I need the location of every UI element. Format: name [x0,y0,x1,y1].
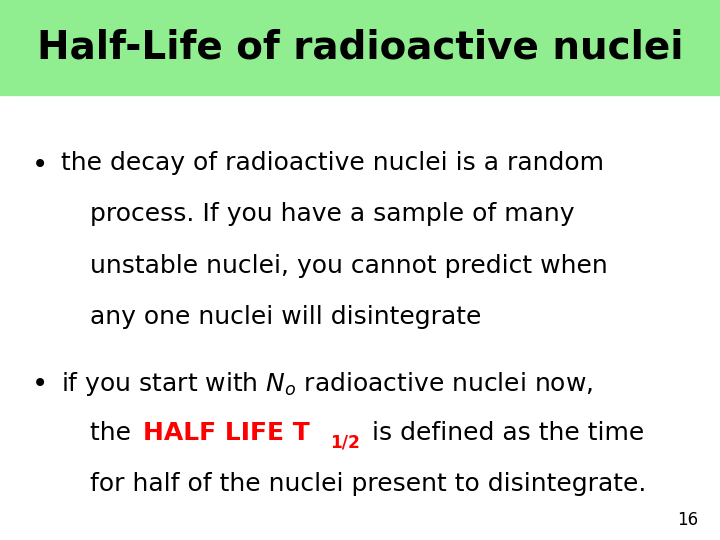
Text: Half-Life of radioactive nuclei: Half-Life of radioactive nuclei [37,28,683,66]
Text: process. If you have a sample of many: process. If you have a sample of many [90,202,575,226]
Text: for half of the nuclei present to disintegrate.: for half of the nuclei present to disint… [90,472,647,496]
Text: the: the [90,421,139,445]
Text: •: • [32,370,48,398]
Text: 16: 16 [678,511,698,529]
Text: •: • [32,151,48,179]
Text: the decay of radioactive nuclei is a random: the decay of radioactive nuclei is a ran… [61,151,604,175]
Text: if you start with $N_o$ radioactive nuclei now,: if you start with $N_o$ radioactive nucl… [61,370,593,398]
Text: HALF LIFE T: HALF LIFE T [143,421,310,445]
Text: 1/2: 1/2 [330,433,360,451]
Bar [0,0,720,94]
Text: is defined as the time: is defined as the time [364,421,644,445]
Text: unstable nuclei, you cannot predict when: unstable nuclei, you cannot predict when [90,254,608,278]
Text: any one nuclei will disintegrate: any one nuclei will disintegrate [90,305,482,329]
